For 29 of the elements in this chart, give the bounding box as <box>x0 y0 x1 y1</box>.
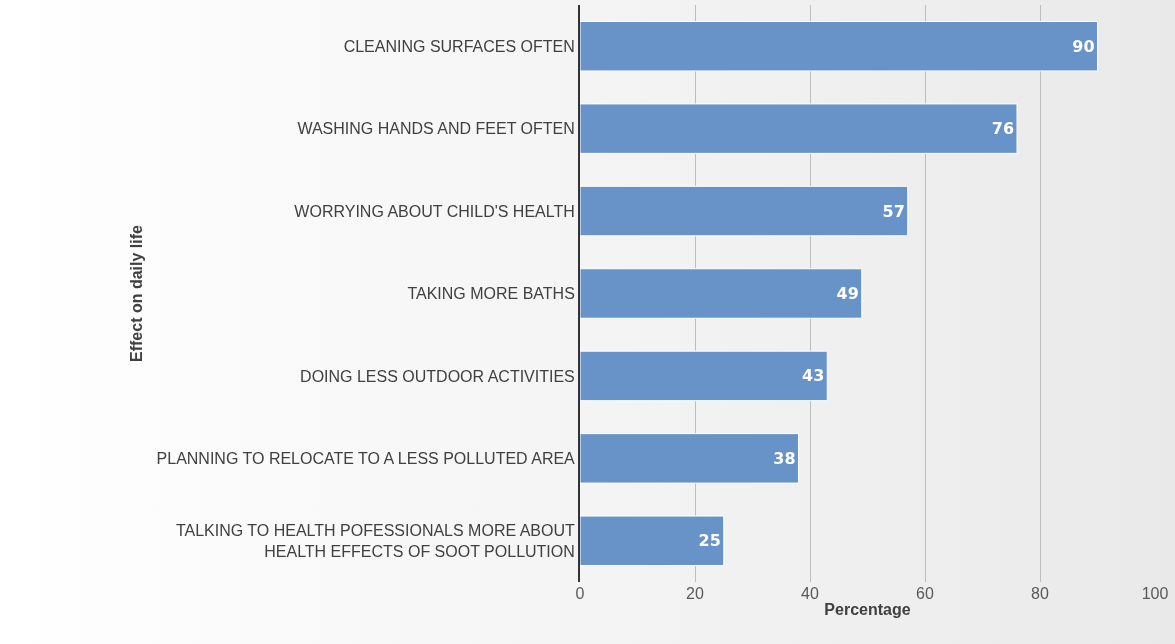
x-tick-label: 40 <box>801 585 819 602</box>
x-tick-label: 0 <box>575 585 585 602</box>
x-tick-label: 60 <box>916 585 934 602</box>
x-tick-label: 100 <box>1141 585 1169 602</box>
data-label: 90 <box>1072 36 1095 56</box>
data-label: 25 <box>698 531 721 551</box>
data-label: 76 <box>991 119 1014 139</box>
x-tick-label: 80 <box>1031 585 1049 602</box>
bar <box>580 20 1098 72</box>
x-tick-label: 20 <box>686 585 704 602</box>
y-tick-label: WORRYING ABOUT CHILD'S HEALTH <box>294 202 575 220</box>
bar <box>580 433 799 484</box>
y-tick-label: CLEANING SURFACES OFTEN <box>343 37 575 55</box>
y-axis-title: Effect on daily life <box>127 224 145 362</box>
bar <box>580 268 863 319</box>
data-label: 57 <box>882 201 905 221</box>
bar <box>580 515 725 567</box>
bar <box>580 350 828 402</box>
y-tick-label: WASHING HANDS AND FEET OFTEN <box>297 120 575 138</box>
data-label: 43 <box>801 366 825 386</box>
bar <box>580 103 1018 154</box>
x-axis-title: Percentage <box>824 600 911 618</box>
y-tick-label: TAKING MORE BATHS <box>407 285 575 303</box>
data-label: 49 <box>836 284 859 303</box>
bar <box>580 185 909 237</box>
y-tick-label: DOING LESS OUTDOOR ACTIVITIES <box>300 367 575 385</box>
y-tick-label: PLANNING TO RELOCATE TO A LESS POLLUTED AREA <box>156 449 576 467</box>
data-label: 38 <box>773 448 796 468</box>
y-tick-label: TALKING TO HEALTH POFESSIONALS MORE ABOUT HEALTH EFFECTS OF SOOT POLLUTION <box>175 521 576 560</box>
